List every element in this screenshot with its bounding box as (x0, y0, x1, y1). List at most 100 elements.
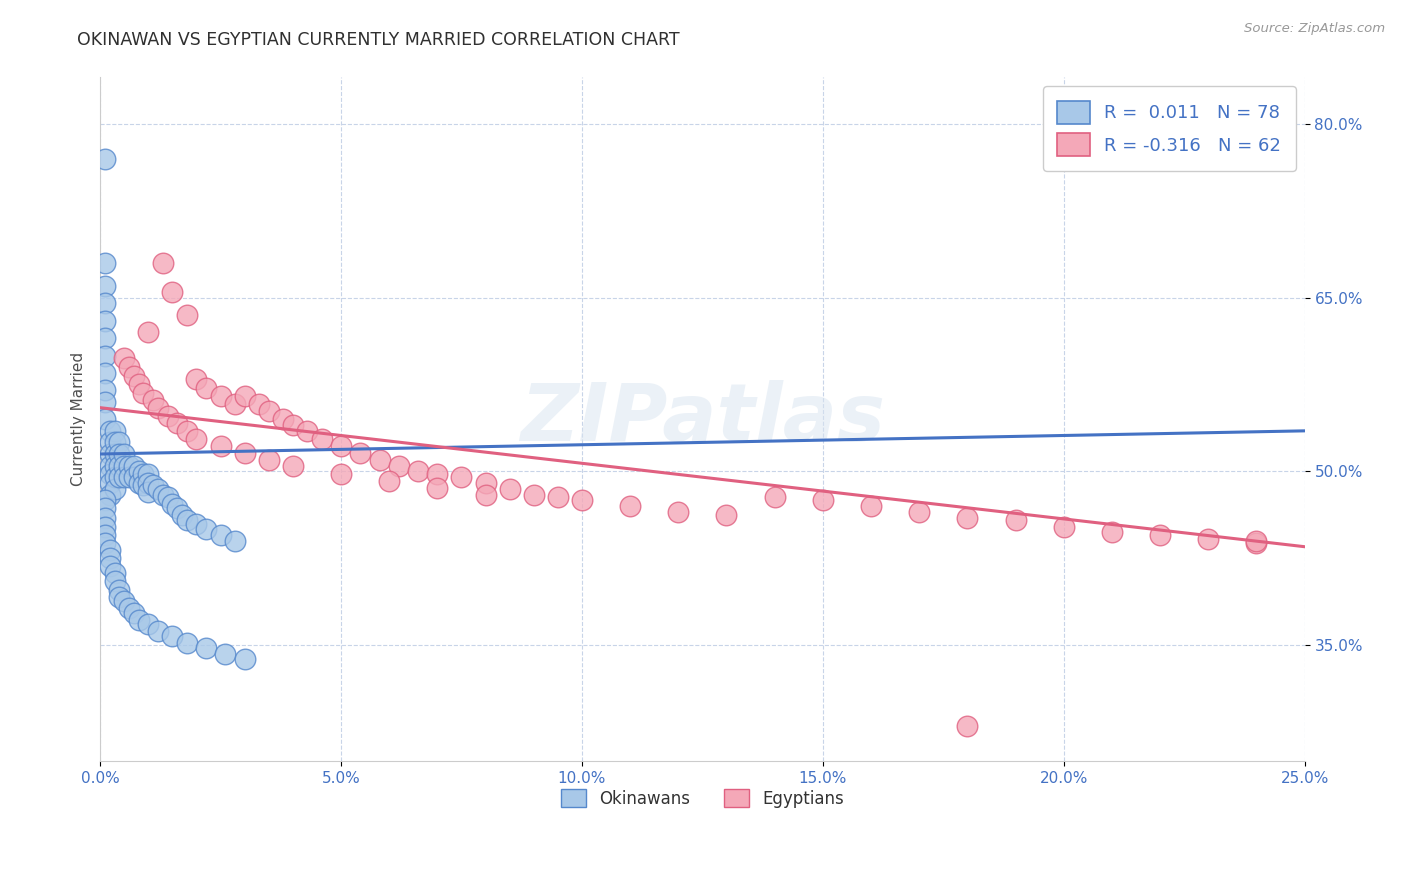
Point (98, 551, 121, 566)
Point (108, 590, 131, 604)
Point (103, 482, 125, 496)
Point (98, 447, 121, 461)
Point (128, 377, 150, 392)
Point (98, 559, 121, 574)
Point (406, 464, 429, 478)
Point (94, 384, 117, 398)
Point (1053, 520, 1076, 534)
Point (103, 566, 125, 581)
Point (297, 424, 319, 438)
Point (162, 497, 184, 511)
Point (108, 470, 131, 484)
Point (103, 435, 125, 450)
Point (233, 652, 256, 666)
Point (176, 636, 198, 650)
Point (474, 487, 496, 501)
Point (122, 369, 145, 384)
Point (1149, 528, 1171, 542)
Point (132, 478, 155, 492)
Point (426, 467, 449, 481)
Point (94, 536, 117, 550)
Point (94, 412, 117, 426)
Point (233, 446, 256, 460)
Point (108, 458, 131, 473)
Point (247, 397, 270, 411)
Point (956, 719, 979, 733)
Point (330, 467, 353, 481)
Point (619, 499, 641, 513)
Text: OKINAWAN VS EGYPTIAN CURRENTLY MARRIED CORRELATION CHART: OKINAWAN VS EGYPTIAN CURRENTLY MARRIED C… (77, 31, 681, 49)
Point (98, 467, 121, 481)
Point (136, 475, 159, 490)
Point (142, 478, 165, 492)
Point (162, 285, 184, 299)
Point (186, 516, 208, 531)
Point (136, 485, 159, 500)
Point (176, 513, 198, 527)
Point (257, 452, 280, 467)
Point (108, 582, 131, 597)
Point (170, 508, 193, 523)
Point (1246, 533, 1268, 548)
Point (103, 470, 125, 484)
Point (152, 487, 174, 501)
Point (103, 574, 125, 589)
Point (112, 351, 135, 365)
Point (547, 490, 569, 504)
Point (103, 424, 125, 438)
Point (136, 617, 159, 632)
Point (94, 528, 117, 542)
Point (132, 467, 155, 481)
Point (98, 543, 121, 558)
Point (186, 432, 208, 446)
Point (214, 648, 236, 662)
Point (176, 424, 198, 438)
Point (195, 640, 218, 655)
Point (94, 296, 117, 310)
Point (349, 446, 371, 460)
Point (112, 470, 135, 484)
Point (156, 490, 179, 504)
Text: ZIPatlas: ZIPatlas (520, 380, 884, 458)
Point (94, 510, 117, 524)
Point (209, 439, 232, 453)
Point (94, 349, 117, 363)
Point (118, 601, 141, 615)
Point (128, 475, 150, 490)
Point (1197, 532, 1219, 546)
Point (388, 458, 411, 473)
Point (195, 522, 218, 536)
Point (1004, 513, 1026, 527)
Point (956, 510, 979, 524)
Point (176, 308, 198, 322)
Point (98, 424, 121, 438)
Point (103, 458, 125, 473)
Point (156, 409, 179, 423)
Point (98, 458, 121, 473)
Point (763, 490, 786, 504)
Point (94, 331, 117, 345)
Point (98, 475, 121, 490)
Point (811, 493, 834, 508)
Point (136, 467, 159, 481)
Point (108, 447, 131, 461)
Point (146, 482, 169, 496)
Point (136, 326, 159, 340)
Point (94, 366, 117, 380)
Point (368, 452, 391, 467)
Point (98, 487, 121, 501)
Point (233, 389, 256, 403)
Point (224, 533, 246, 548)
Point (209, 528, 232, 542)
Point (94, 152, 117, 166)
Point (128, 464, 150, 478)
Point (103, 447, 125, 461)
Point (118, 458, 141, 473)
Point (112, 594, 135, 608)
Point (523, 487, 546, 501)
Point (152, 256, 174, 270)
Point (474, 475, 496, 490)
Point (108, 435, 131, 450)
Point (162, 629, 184, 643)
Point (132, 385, 155, 400)
